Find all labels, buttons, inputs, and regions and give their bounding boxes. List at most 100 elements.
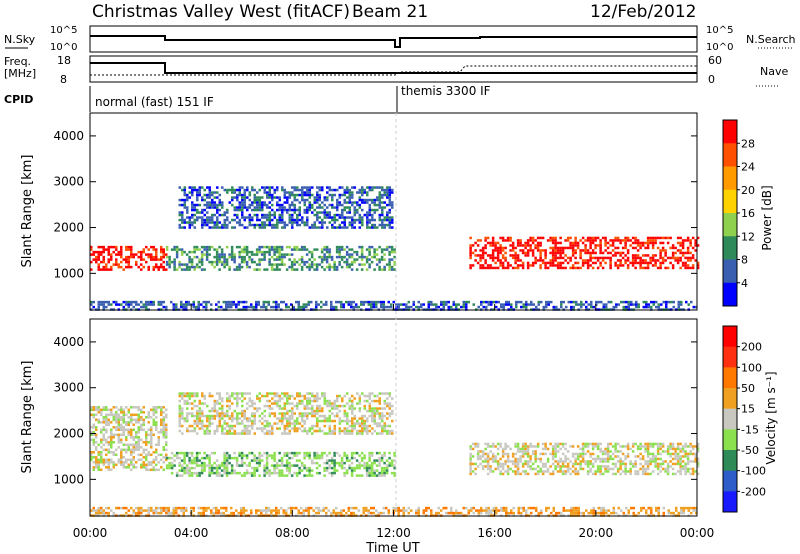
data-cell bbox=[330, 300, 333, 304]
data-cell bbox=[371, 399, 374, 403]
data-cell bbox=[217, 300, 220, 304]
data-cell bbox=[356, 191, 359, 194]
data-cell bbox=[306, 211, 309, 214]
colorbar-tick-label: 8 bbox=[741, 254, 748, 267]
data-cell bbox=[385, 471, 389, 475]
data-cell bbox=[646, 467, 650, 471]
data-cell bbox=[137, 438, 140, 442]
data-cell bbox=[195, 305, 198, 309]
data-cell bbox=[601, 256, 605, 260]
data-cell bbox=[236, 221, 239, 224]
data-cell bbox=[202, 305, 205, 309]
data-cell bbox=[301, 216, 304, 219]
data-cell bbox=[516, 467, 520, 471]
data-cell bbox=[410, 305, 413, 309]
data-cell bbox=[388, 245, 391, 249]
data-cell bbox=[348, 419, 352, 423]
data-cell bbox=[187, 303, 190, 306]
data-cell bbox=[566, 256, 570, 260]
data-cell bbox=[211, 414, 214, 418]
data-cell bbox=[581, 241, 585, 245]
data-cell bbox=[504, 452, 507, 456]
data-cell bbox=[255, 456, 259, 460]
data-cell bbox=[196, 208, 199, 212]
data-cell bbox=[519, 447, 522, 451]
data-cell bbox=[659, 442, 662, 446]
data-cell bbox=[105, 448, 108, 452]
data-cell bbox=[288, 471, 291, 475]
data-cell bbox=[654, 239, 657, 242]
data-cell bbox=[205, 456, 209, 460]
data-cell bbox=[604, 450, 607, 453]
data-cell bbox=[352, 300, 355, 304]
data-cell bbox=[481, 246, 485, 250]
data-cell bbox=[360, 459, 364, 462]
data-cell bbox=[208, 422, 212, 425]
data-cell bbox=[564, 239, 567, 242]
data-cell bbox=[506, 457, 510, 461]
data-cell bbox=[534, 460, 537, 463]
data-cell bbox=[564, 259, 567, 262]
data-cell bbox=[677, 300, 680, 304]
data-cell bbox=[388, 429, 392, 433]
data-cell bbox=[220, 305, 223, 309]
data-cell bbox=[92, 305, 95, 309]
data-cell bbox=[617, 303, 620, 306]
data-cell bbox=[125, 406, 128, 409]
data-cell bbox=[213, 201, 217, 204]
data-cell bbox=[534, 467, 537, 471]
data-cell bbox=[619, 261, 622, 265]
data-cell bbox=[491, 445, 495, 448]
data-cell bbox=[445, 303, 448, 306]
data-cell bbox=[306, 397, 309, 400]
data-cell bbox=[651, 470, 655, 473]
data-cell bbox=[120, 438, 123, 442]
data-cell bbox=[646, 455, 650, 458]
data-cell bbox=[155, 416, 158, 419]
data-cell bbox=[641, 266, 645, 270]
data-cell bbox=[263, 474, 266, 477]
data-cell bbox=[534, 256, 537, 260]
data-cell bbox=[200, 245, 204, 249]
data-cell bbox=[358, 464, 361, 467]
data-cell bbox=[368, 459, 371, 462]
data-cell bbox=[313, 196, 317, 199]
data-cell bbox=[273, 392, 277, 395]
data-cell bbox=[218, 464, 221, 467]
data-cell bbox=[674, 246, 677, 250]
data-cell bbox=[120, 456, 123, 459]
data-cell bbox=[130, 468, 133, 472]
data-cell bbox=[291, 407, 294, 410]
data-cell bbox=[140, 250, 143, 254]
data-cell bbox=[368, 394, 372, 398]
data-cell bbox=[142, 250, 145, 254]
data-cell bbox=[541, 470, 545, 473]
data-cell bbox=[526, 241, 530, 245]
data-cell bbox=[681, 251, 685, 255]
data-cell bbox=[611, 254, 615, 257]
data-cell bbox=[343, 223, 347, 227]
data-cell bbox=[92, 416, 95, 419]
data-cell bbox=[358, 424, 362, 428]
data-cell bbox=[614, 455, 617, 458]
data-cell bbox=[286, 196, 289, 199]
data-cell bbox=[293, 412, 297, 415]
data-cell bbox=[122, 431, 125, 434]
data-cell bbox=[366, 417, 369, 420]
data-cell bbox=[198, 409, 202, 413]
data-cell bbox=[331, 216, 334, 219]
data-cell bbox=[285, 253, 289, 256]
data-cell bbox=[110, 431, 113, 434]
data-cell bbox=[315, 305, 318, 309]
data-cell bbox=[157, 438, 160, 442]
data-cell bbox=[561, 462, 565, 466]
data-cell bbox=[629, 447, 632, 451]
data-cell bbox=[654, 465, 657, 468]
data-cell bbox=[501, 472, 505, 476]
data-cell bbox=[245, 300, 248, 304]
data-cell bbox=[496, 467, 500, 471]
data-cell bbox=[258, 407, 262, 410]
data-cell bbox=[208, 186, 212, 189]
data-cell bbox=[132, 463, 135, 467]
data-cell bbox=[525, 300, 528, 304]
